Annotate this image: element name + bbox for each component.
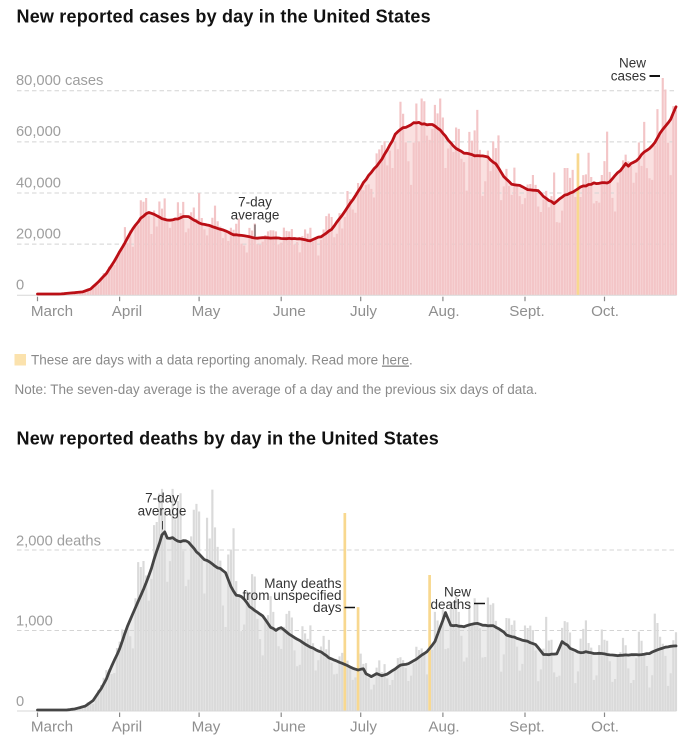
svg-text:New: New bbox=[444, 585, 471, 600]
svg-text:20,000: 20,000 bbox=[16, 227, 61, 243]
svg-text:Aug.: Aug. bbox=[428, 719, 459, 736]
svg-text:Many deaths: Many deaths bbox=[264, 576, 342, 591]
svg-text:80,000 cases: 80,000 cases bbox=[16, 73, 103, 89]
svg-text:April: April bbox=[112, 303, 142, 320]
svg-text:cases: cases bbox=[611, 69, 647, 84]
svg-text:These are days with a data rep: These are days with a data reporting ano… bbox=[31, 353, 413, 368]
svg-text:New reported cases by day in t: New reported cases by day in the United … bbox=[17, 7, 431, 27]
svg-text:average: average bbox=[138, 504, 187, 519]
svg-text:deaths: deaths bbox=[430, 597, 471, 612]
svg-text:July: July bbox=[350, 719, 377, 736]
svg-text:7-day: 7-day bbox=[145, 491, 179, 506]
svg-text:New: New bbox=[619, 56, 646, 71]
svg-text:average: average bbox=[231, 208, 280, 223]
svg-text:0: 0 bbox=[16, 694, 24, 710]
svg-text:New reported deaths by day in: New reported deaths by day in the United… bbox=[17, 429, 440, 449]
svg-text:June: June bbox=[273, 303, 306, 320]
svg-text:from unspecified: from unspecified bbox=[242, 588, 341, 603]
svg-text:0: 0 bbox=[16, 278, 24, 294]
svg-text:Aug.: Aug. bbox=[428, 303, 459, 320]
svg-text:July: July bbox=[350, 303, 377, 320]
svg-text:April: April bbox=[112, 719, 142, 736]
svg-text:40,000: 40,000 bbox=[16, 176, 61, 192]
svg-text:Sept.: Sept. bbox=[509, 719, 544, 736]
svg-text:2,000 deaths: 2,000 deaths bbox=[16, 534, 101, 550]
svg-text:days: days bbox=[313, 600, 342, 615]
svg-text:May: May bbox=[192, 303, 221, 320]
svg-text:60,000: 60,000 bbox=[16, 124, 61, 140]
svg-text:May: May bbox=[192, 719, 221, 736]
svg-text:Note: The seven-day average is: Note: The seven-day average is the avera… bbox=[15, 382, 538, 397]
svg-text:Oct.: Oct. bbox=[591, 303, 619, 320]
svg-text:Oct.: Oct. bbox=[591, 719, 619, 736]
svg-text:March: March bbox=[31, 719, 73, 736]
svg-text:March: March bbox=[31, 303, 73, 320]
svg-text:Sept.: Sept. bbox=[509, 303, 544, 320]
svg-text:June: June bbox=[273, 719, 306, 736]
svg-text:7-day: 7-day bbox=[238, 195, 272, 210]
svg-text:1,000: 1,000 bbox=[16, 614, 53, 630]
